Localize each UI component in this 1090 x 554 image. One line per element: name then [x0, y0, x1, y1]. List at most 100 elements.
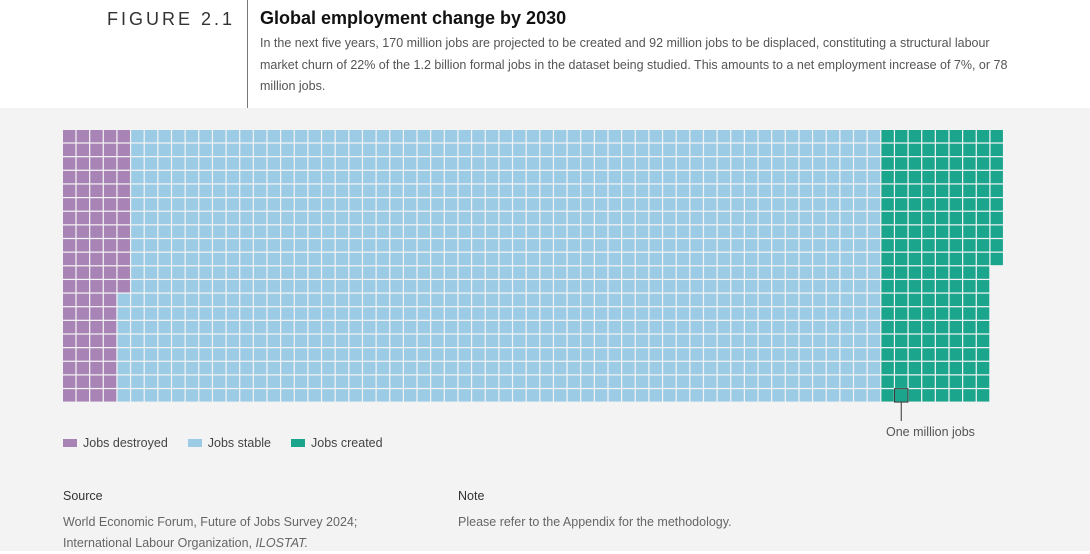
waffle-cell-created	[949, 211, 962, 225]
waffle-cell-stable	[731, 143, 744, 157]
waffle-cell-stable	[854, 225, 867, 238]
waffle-cell-stable	[813, 198, 826, 211]
waffle-cell-destroyed	[117, 211, 130, 225]
waffle-cell-stable	[117, 320, 130, 334]
waffle-cell-stable	[567, 348, 581, 361]
waffle-cell-stable	[158, 375, 171, 388]
waffle-cell-stable	[131, 252, 144, 266]
waffle-cell-created	[908, 334, 922, 347]
waffle-cell-stable	[717, 307, 731, 320]
source-line-2: International Labour Organization, ILOST…	[63, 533, 357, 554]
waffle-cell-stable	[485, 348, 499, 361]
waffle-cell-stable	[813, 293, 826, 307]
legend-label-stable: Jobs stable	[207, 436, 272, 450]
waffle-cell-stable	[690, 320, 703, 334]
waffle-cell-stable	[322, 239, 335, 252]
waffle-cell-stable	[158, 361, 171, 375]
waffle-cell-destroyed	[76, 307, 90, 320]
waffle-cell-stable	[758, 225, 772, 238]
waffle-cell-stable	[431, 307, 444, 320]
waffle-cell-stable	[335, 293, 349, 307]
waffle-cell-stable	[458, 225, 471, 238]
waffle-cell-stable	[199, 334, 212, 347]
waffle-cell-stable	[745, 143, 758, 157]
waffle-cell-destroyed	[103, 157, 117, 170]
waffle-cell-stable	[390, 266, 403, 279]
waffle-cell-stable	[417, 334, 431, 347]
waffle-cell-stable	[485, 157, 499, 170]
waffle-cell-stable	[485, 225, 499, 238]
waffle-cell-stable	[185, 170, 199, 184]
waffle-cell-created	[908, 130, 922, 143]
waffle-cell-stable	[676, 389, 690, 402]
waffle-cell-stable	[867, 293, 881, 307]
waffle-cell-stable	[567, 307, 581, 320]
waffle-cell-stable	[635, 361, 649, 375]
waffle-cell-stable	[349, 375, 362, 388]
waffle-cell-stable	[704, 170, 717, 184]
waffle-cell-stable	[799, 252, 812, 266]
waffle-cell-stable	[267, 225, 280, 238]
waffle-cell-stable	[622, 389, 635, 402]
waffle-cell-stable	[253, 211, 267, 225]
waffle-cell-stable	[431, 170, 444, 184]
waffle-cell-stable	[363, 198, 376, 211]
waffle-cell-created	[908, 361, 922, 375]
waffle-cell-stable	[540, 184, 553, 197]
waffle-cell-stable	[799, 184, 812, 197]
waffle-cell-stable	[704, 293, 717, 307]
waffle-cell-stable	[499, 198, 512, 211]
waffle-cell-created	[922, 307, 935, 320]
waffle-cell-stable	[717, 157, 731, 170]
waffle-cell-stable	[594, 320, 608, 334]
waffle-cell-stable	[322, 293, 335, 307]
waffle-cell-created	[881, 320, 894, 334]
waffle-cell-stable	[567, 266, 581, 279]
waffle-cell-stable	[322, 320, 335, 334]
waffle-cell-stable	[649, 239, 662, 252]
waffle-cell-stable	[594, 198, 608, 211]
waffle-cell-stable	[349, 389, 362, 402]
waffle-cell-created	[949, 334, 962, 347]
waffle-cell-created	[935, 225, 949, 238]
waffle-cell-destroyed	[63, 307, 76, 320]
waffle-cell-stable	[213, 157, 226, 170]
waffle-cell-stable	[390, 389, 403, 402]
waffle-cell-stable	[404, 334, 417, 347]
waffle-cell-created	[976, 348, 990, 361]
waffle-cell-stable	[649, 198, 662, 211]
waffle-cell-stable	[226, 157, 240, 170]
waffle-cell-stable	[349, 130, 362, 143]
waffle-cell-created	[922, 184, 935, 197]
waffle-cell-stable	[813, 375, 826, 388]
waffle-cell-created	[895, 143, 908, 157]
waffle-cell-stable	[867, 320, 881, 334]
waffle-cell-stable	[567, 375, 581, 388]
waffle-cell-stable	[213, 211, 226, 225]
waffle-cell-stable	[867, 239, 881, 252]
waffle-cell-stable	[758, 170, 772, 184]
waffle-cell-stable	[185, 389, 199, 402]
waffle-cell-stable	[745, 170, 758, 184]
waffle-cell-stable	[281, 157, 294, 170]
waffle-cell-stable	[335, 334, 349, 347]
waffle-cell-stable	[131, 389, 144, 402]
waffle-cell-stable	[376, 170, 390, 184]
waffle-cell-stable	[799, 375, 812, 388]
waffle-cell-stable	[854, 348, 867, 361]
waffle-cell-stable	[704, 280, 717, 293]
waffle-cell-stable	[499, 157, 512, 170]
waffle-cell-stable	[240, 252, 253, 266]
waffle-cell-stable	[281, 320, 294, 334]
waffle-cell-created	[990, 198, 1003, 211]
waffle-cell-created	[976, 225, 990, 238]
waffle-cell-stable	[581, 389, 594, 402]
waffle-cell-stable	[172, 239, 185, 252]
waffle-cell-stable	[499, 170, 512, 184]
waffle-cell-stable	[349, 225, 362, 238]
waffle-cell-stable	[281, 334, 294, 347]
waffle-cell-stable	[281, 211, 294, 225]
waffle-cell-stable	[854, 389, 867, 402]
waffle-cell-created	[895, 239, 908, 252]
waffle-cell-stable	[390, 239, 403, 252]
